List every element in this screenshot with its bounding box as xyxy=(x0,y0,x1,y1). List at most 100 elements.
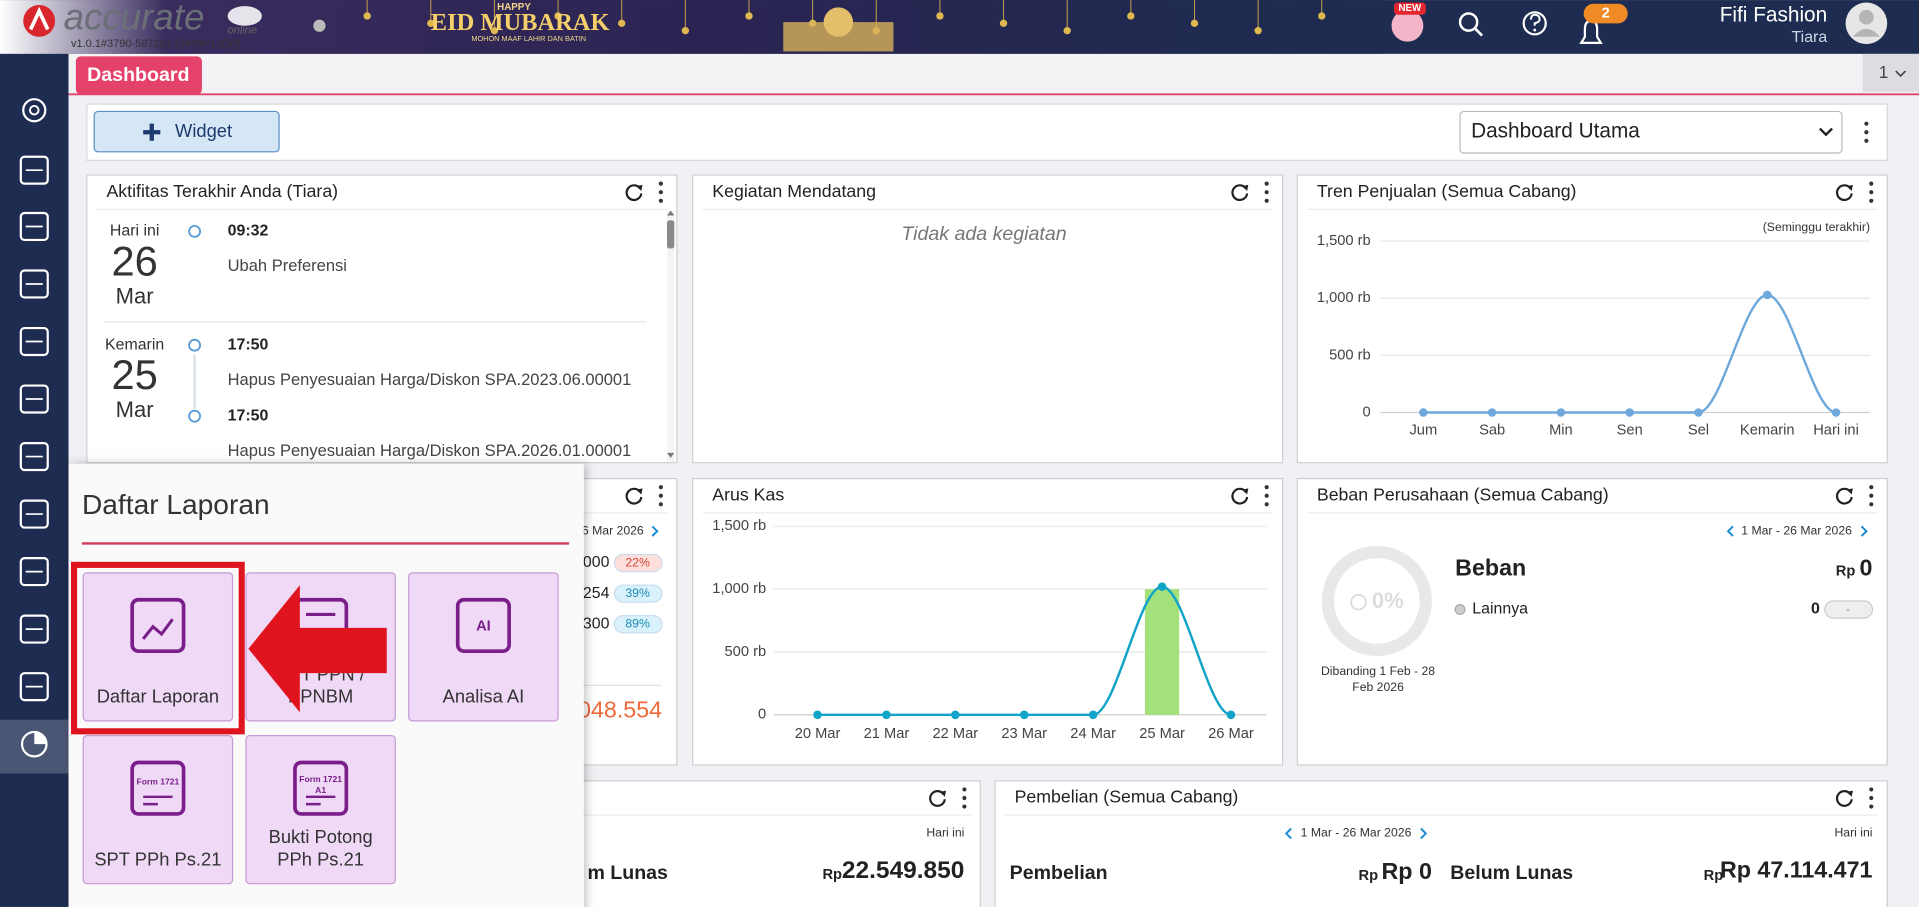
refresh-icon[interactable] xyxy=(1835,790,1853,807)
tile-label[interactable]: Analisa AI xyxy=(443,686,525,707)
widget-panel xyxy=(86,174,678,464)
line-point xyxy=(1088,710,1098,720)
refresh-icon[interactable] xyxy=(1835,184,1853,202)
timeline-marker xyxy=(188,224,202,238)
menu-dot[interactable] xyxy=(1869,493,1874,498)
menu-dot[interactable] xyxy=(962,804,967,809)
dashboard-select[interactable] xyxy=(1459,110,1843,154)
highlight-box xyxy=(70,561,245,735)
y-tick-label: 500 rb xyxy=(1329,347,1371,363)
sidebar-icon[interactable] xyxy=(19,557,49,587)
menu-dot[interactable] xyxy=(1869,181,1874,186)
line-point xyxy=(1831,408,1841,417)
ai-avatar[interactable] xyxy=(1391,9,1424,42)
menu-dot[interactable] xyxy=(1264,181,1269,186)
banner-lantern xyxy=(681,26,690,35)
menu-dot[interactable] xyxy=(1864,138,1869,143)
menu-dot[interactable] xyxy=(1264,198,1269,203)
menu-dot[interactable] xyxy=(962,795,967,801)
sidebar-icon[interactable] xyxy=(19,441,49,472)
sidebar-icon[interactable] xyxy=(22,98,47,123)
tile-label[interactable]: Bukti Potong xyxy=(269,826,373,847)
sidebar-icon[interactable] xyxy=(19,384,49,414)
company-name: Fifi Fashion xyxy=(1720,3,1828,26)
refresh-icon[interactable] xyxy=(1231,184,1249,202)
chevron[interactable] xyxy=(1420,827,1428,840)
refresh-icon[interactable] xyxy=(929,790,946,807)
chevron[interactable] xyxy=(651,525,659,537)
donut-label: 0% xyxy=(1372,588,1404,613)
refresh-icon[interactable] xyxy=(625,184,643,202)
widget-button-label[interactable]: Widget xyxy=(175,120,232,141)
menu-dot[interactable] xyxy=(1869,190,1874,195)
banner-lantern xyxy=(1318,12,1326,20)
tile-label[interactable]: PPh Ps.21 xyxy=(277,848,364,869)
report-tile[interactable] xyxy=(82,734,234,885)
menu-dot[interactable] xyxy=(658,198,663,203)
dashboard-select-value[interactable]: Dashboard Utama xyxy=(1471,120,1640,143)
page-switch[interactable] xyxy=(1862,53,1919,92)
unpaid-amount: Rp 47.114.471 xyxy=(1720,857,1873,883)
sidebar-icon[interactable] xyxy=(19,211,49,242)
refresh-icon[interactable] xyxy=(1231,487,1249,505)
sidebar-icon[interactable] xyxy=(19,155,49,185)
chevron[interactable] xyxy=(1284,827,1292,840)
menu-dot[interactable] xyxy=(962,787,967,792)
scrollbar-track xyxy=(666,210,675,462)
widget-title: Tren Penjualan (Semua Cabang) xyxy=(1317,181,1577,201)
menu-dot[interactable] xyxy=(658,502,663,507)
menu-dot[interactable] xyxy=(658,493,663,498)
chevron[interactable] xyxy=(1726,525,1734,537)
banner-lantern xyxy=(427,19,435,27)
scroll-up xyxy=(666,210,675,216)
refresh-icon[interactable] xyxy=(625,487,643,505)
logo-cloud xyxy=(227,6,262,26)
refresh-arrow xyxy=(1846,488,1853,495)
menu-dot[interactable] xyxy=(1869,502,1874,507)
tab-label[interactable]: Dashboard xyxy=(87,64,189,86)
menu-dot[interactable] xyxy=(1264,485,1269,490)
menu-dot[interactable] xyxy=(1869,787,1874,792)
refresh-icon[interactable] xyxy=(1835,487,1853,505)
activity-day-label: Kemarin xyxy=(105,336,164,353)
sidebar-icon[interactable] xyxy=(19,614,49,644)
sidebar-active xyxy=(0,719,69,774)
select-chevron xyxy=(1819,127,1833,137)
tile-label[interactable]: Daftar Laporan xyxy=(97,686,219,707)
menu-dot[interactable] xyxy=(658,181,663,186)
sidebar-icon[interactable] xyxy=(19,499,49,529)
menu-dot[interactable] xyxy=(1869,804,1874,809)
report-tile[interactable] xyxy=(245,734,396,885)
widget-button[interactable] xyxy=(93,110,280,153)
scrollbar-thumb[interactable] xyxy=(666,220,675,249)
tile-label[interactable]: SPT PPh Ps.21 xyxy=(94,848,221,869)
menu-dot[interactable] xyxy=(1264,190,1269,195)
widget-panel xyxy=(1296,174,1888,464)
tile-label[interactable]: PPNBM xyxy=(288,686,353,707)
report-tile[interactable] xyxy=(408,572,559,722)
menu-dot[interactable] xyxy=(1264,493,1269,498)
menu-dot[interactable] xyxy=(658,485,663,490)
sidebar-icon[interactable] xyxy=(19,672,49,702)
menu-dot[interactable] xyxy=(1864,130,1869,135)
y-tick-label: 1,000 rb xyxy=(1317,290,1371,306)
menu-dot[interactable] xyxy=(1869,485,1874,490)
compare-label: Dibanding 1 Feb - 28 xyxy=(1321,664,1435,678)
pointer-arrow xyxy=(248,585,387,713)
menu-dot[interactable] xyxy=(1869,198,1874,203)
sidebar-icon[interactable] xyxy=(19,269,49,299)
chevron[interactable] xyxy=(1860,525,1868,537)
x-tick-label: Jum xyxy=(1409,423,1437,439)
menu-dot[interactable] xyxy=(1264,502,1269,507)
report-tile[interactable] xyxy=(82,572,234,722)
sidebar-icon[interactable] xyxy=(19,326,49,357)
menu-dot[interactable] xyxy=(1869,795,1874,801)
help-icon[interactable] xyxy=(1522,11,1547,36)
menu-dot[interactable] xyxy=(658,190,663,195)
search-handle xyxy=(1473,27,1484,37)
menu-dot[interactable] xyxy=(1864,121,1869,126)
tab-active[interactable] xyxy=(75,56,202,95)
search-icon[interactable] xyxy=(1458,12,1479,32)
